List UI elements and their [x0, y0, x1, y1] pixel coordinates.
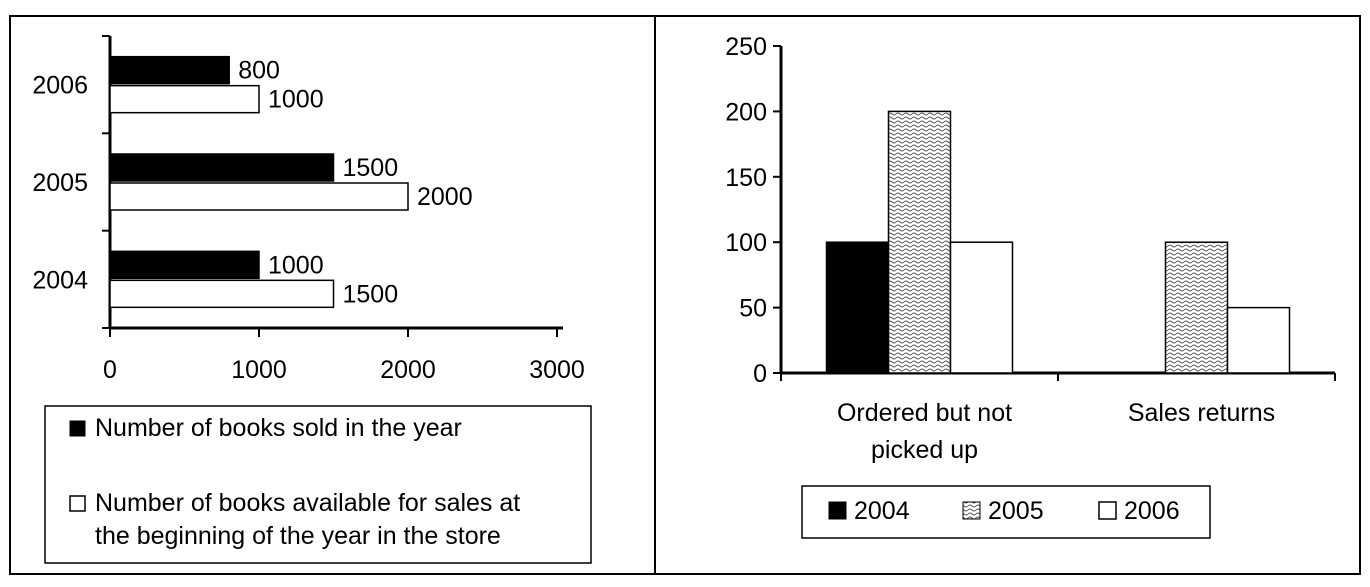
right-category-label-sales-returns-line-1: Sales returns [1128, 399, 1275, 427]
left-category-label-2005: 2005 [32, 169, 88, 197]
left-bar-available-2004 [109, 279, 335, 309]
left-bar-sold-2004 [109, 250, 260, 280]
left-data-label-sold-2006: 800 [238, 57, 280, 85]
right-legend: 2004 2005 2006 [801, 485, 1211, 539]
right-y-tick-label-200: 200 [725, 98, 767, 126]
left-data-label-sold-2004: 1000 [268, 251, 324, 279]
right-legend-box [801, 485, 1211, 539]
right-vertical-bar-chart: 0 50 100 150 200 250 Ordered but not picked up S… [725, 33, 1336, 539]
outer-frame [9, 15, 1361, 575]
legend-label-available-line-2: the beginning of the year in the store [95, 522, 501, 550]
legend-label-2004: 2004 [854, 497, 910, 525]
left-x-tick-label-2000: 2000 [380, 356, 436, 384]
left-data-label-available-2005: 2000 [417, 183, 473, 211]
left-category-label-2004: 2004 [32, 266, 88, 294]
left-data-label-available-2006: 1000 [268, 86, 324, 114]
legend-swatch-2004 [828, 501, 847, 520]
legend-swatch-available [69, 495, 86, 512]
right-y-tick-label-50: 50 [739, 295, 767, 323]
right-bar-2006-ordered-but-not-picked-up [949, 241, 1014, 374]
legend-swatch-sold [69, 420, 86, 437]
legend-label-sold: Number of books sold in the year [95, 414, 462, 442]
right-bar-2005-ordered-but-not-picked-up [887, 110, 952, 374]
left-horizontal-bar-chart: 0 1000 2000 3000200680010002005150020002004… [32, 35, 592, 564]
right-bar-2005-sales-returns [1164, 241, 1229, 374]
left-bar-available-2006 [109, 84, 260, 114]
right-bar-2006-sales-returns [1226, 306, 1291, 374]
left-category-label-2006: 2006 [32, 72, 88, 100]
legend-label-available-line-1: Number of books available for sales at [95, 489, 520, 517]
right-y-tick-label-250: 250 [725, 33, 767, 61]
right-bar-2004-ordered-but-not-picked-up [825, 241, 890, 374]
legend-label-2006: 2006 [1124, 497, 1180, 525]
left-bar-sold-2005 [109, 153, 335, 182]
right-y-tick-label-100: 100 [725, 229, 767, 257]
legend-swatch-2006 [1098, 501, 1117, 520]
left-data-label-available-2004: 1500 [343, 280, 399, 308]
left-bar-available-2005 [109, 182, 409, 211]
right-category-label-ordered-but-not-picked-up-line-2: picked up [871, 436, 978, 464]
left-x-tick-label-3000: 3000 [529, 356, 585, 384]
left-data-label-sold-2005: 1500 [343, 154, 399, 182]
left-x-tick-label-1000: 1000 [231, 356, 287, 384]
right-y-tick-label-150: 150 [725, 164, 767, 192]
right-y-tick-label-0: 0 [753, 360, 767, 388]
left-bar-sold-2006 [109, 55, 230, 85]
left-legend: Number of books sold in the year Number … [44, 405, 592, 564]
legend-label-2005: 2005 [988, 497, 1044, 525]
right-category-label-ordered-but-not-picked-up-line-1: Ordered but not [837, 399, 1012, 427]
left-x-tick-label-0: 0 [103, 356, 117, 384]
legend-swatch-2005 [962, 501, 981, 520]
left-legend-box [44, 405, 592, 564]
